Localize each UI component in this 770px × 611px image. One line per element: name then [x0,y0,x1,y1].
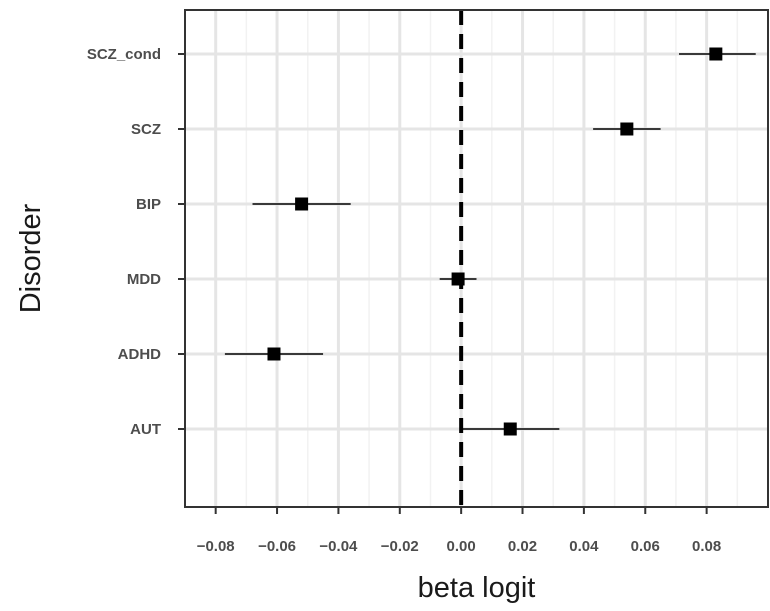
point-estimate [267,347,281,361]
point-estimate [451,272,465,286]
grid-lines [185,10,768,507]
x-tick-label: 0.00 [447,538,476,555]
point-estimate [709,47,723,61]
x-axis-title: beta logit [418,572,536,604]
point-estimate [295,197,309,211]
x-axis-ticks: −0.08 −0.06 −0.04 −0.02 0.00 0.02 0.04 0.06 0.08 [197,507,721,555]
x-tick-label: 0.08 [692,538,721,555]
x-tick-label: −0.04 [319,538,358,555]
plot-panel-border [184,9,769,508]
y-tick-label: BIP [136,196,161,213]
point-estimates [267,47,723,436]
y-tick-label: SCZ_cond [87,46,161,63]
x-tick-label: 0.06 [631,538,660,555]
y-axis-title: Disorder [15,203,47,313]
y-tick-label: MDD [127,271,161,288]
y-tick-label: ADHD [118,346,161,363]
y-tick-label: SCZ [131,121,161,138]
x-tick-label: −0.08 [197,538,235,555]
point-estimate [503,422,517,436]
x-tick-label: 0.04 [569,538,599,555]
y-tick-label: AUT [130,421,161,438]
x-tick-label: −0.06 [258,538,296,555]
point-estimate [620,122,634,136]
y-axis-ticks: SCZ_cond SCZ BIP MDD ADHD AUT [87,46,185,438]
x-tick-label: −0.02 [381,538,419,555]
x-tick-label: 0.02 [508,538,537,555]
